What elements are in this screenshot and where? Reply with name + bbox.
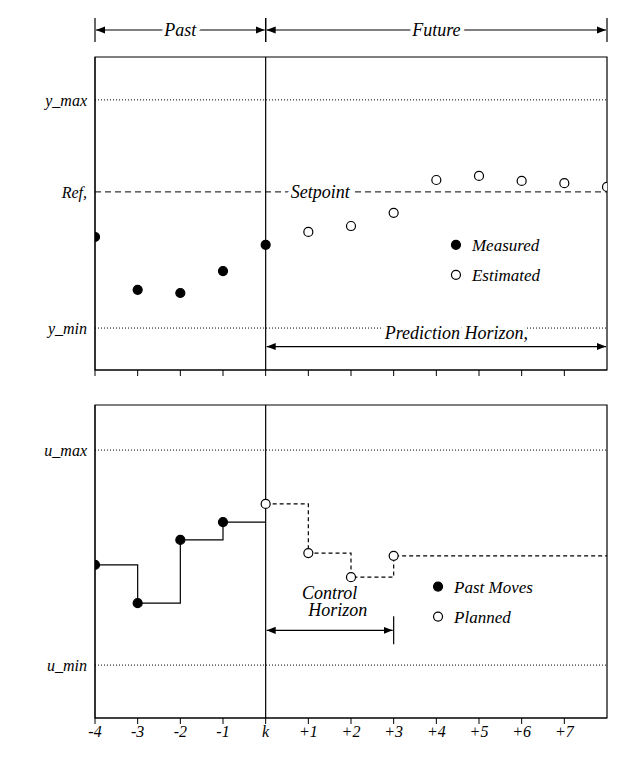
svg-text:y_max: y_max <box>43 92 87 110</box>
svg-text:+1: +1 <box>299 723 318 740</box>
svg-text:Prediction Horizon,: Prediction Horizon, <box>384 323 528 343</box>
svg-text:Future: Future <box>411 20 460 40</box>
svg-text:Planned: Planned <box>453 608 511 627</box>
svg-text:y_min: y_min <box>46 320 87 338</box>
svg-text:Control: Control <box>302 583 357 603</box>
svg-text:Past: Past <box>163 20 197 40</box>
svg-text:-2: -2 <box>174 723 187 740</box>
svg-text:Measured: Measured <box>471 236 540 255</box>
svg-text:+5: +5 <box>470 723 489 740</box>
svg-text:Estimated: Estimated <box>471 266 540 285</box>
svg-text:+7: +7 <box>555 723 575 740</box>
svg-text:Ref,: Ref, <box>61 184 87 202</box>
svg-text:-1: -1 <box>216 723 229 740</box>
svg-text:Past Moves: Past Moves <box>453 578 533 597</box>
svg-text:u_max: u_max <box>44 442 87 459</box>
svg-text:+4: +4 <box>427 723 446 740</box>
svg-text:Horizon: Horizon <box>307 600 367 620</box>
svg-text:u_min: u_min <box>47 657 87 674</box>
svg-text:-3: -3 <box>131 723 144 740</box>
svg-text:+2: +2 <box>342 723 361 740</box>
svg-text:+6: +6 <box>512 723 531 740</box>
svg-text:+3: +3 <box>384 723 403 740</box>
svg-text:-4: -4 <box>88 723 101 740</box>
svg-text:Setpoint: Setpoint <box>291 182 351 202</box>
svg-text:k: k <box>262 723 270 740</box>
